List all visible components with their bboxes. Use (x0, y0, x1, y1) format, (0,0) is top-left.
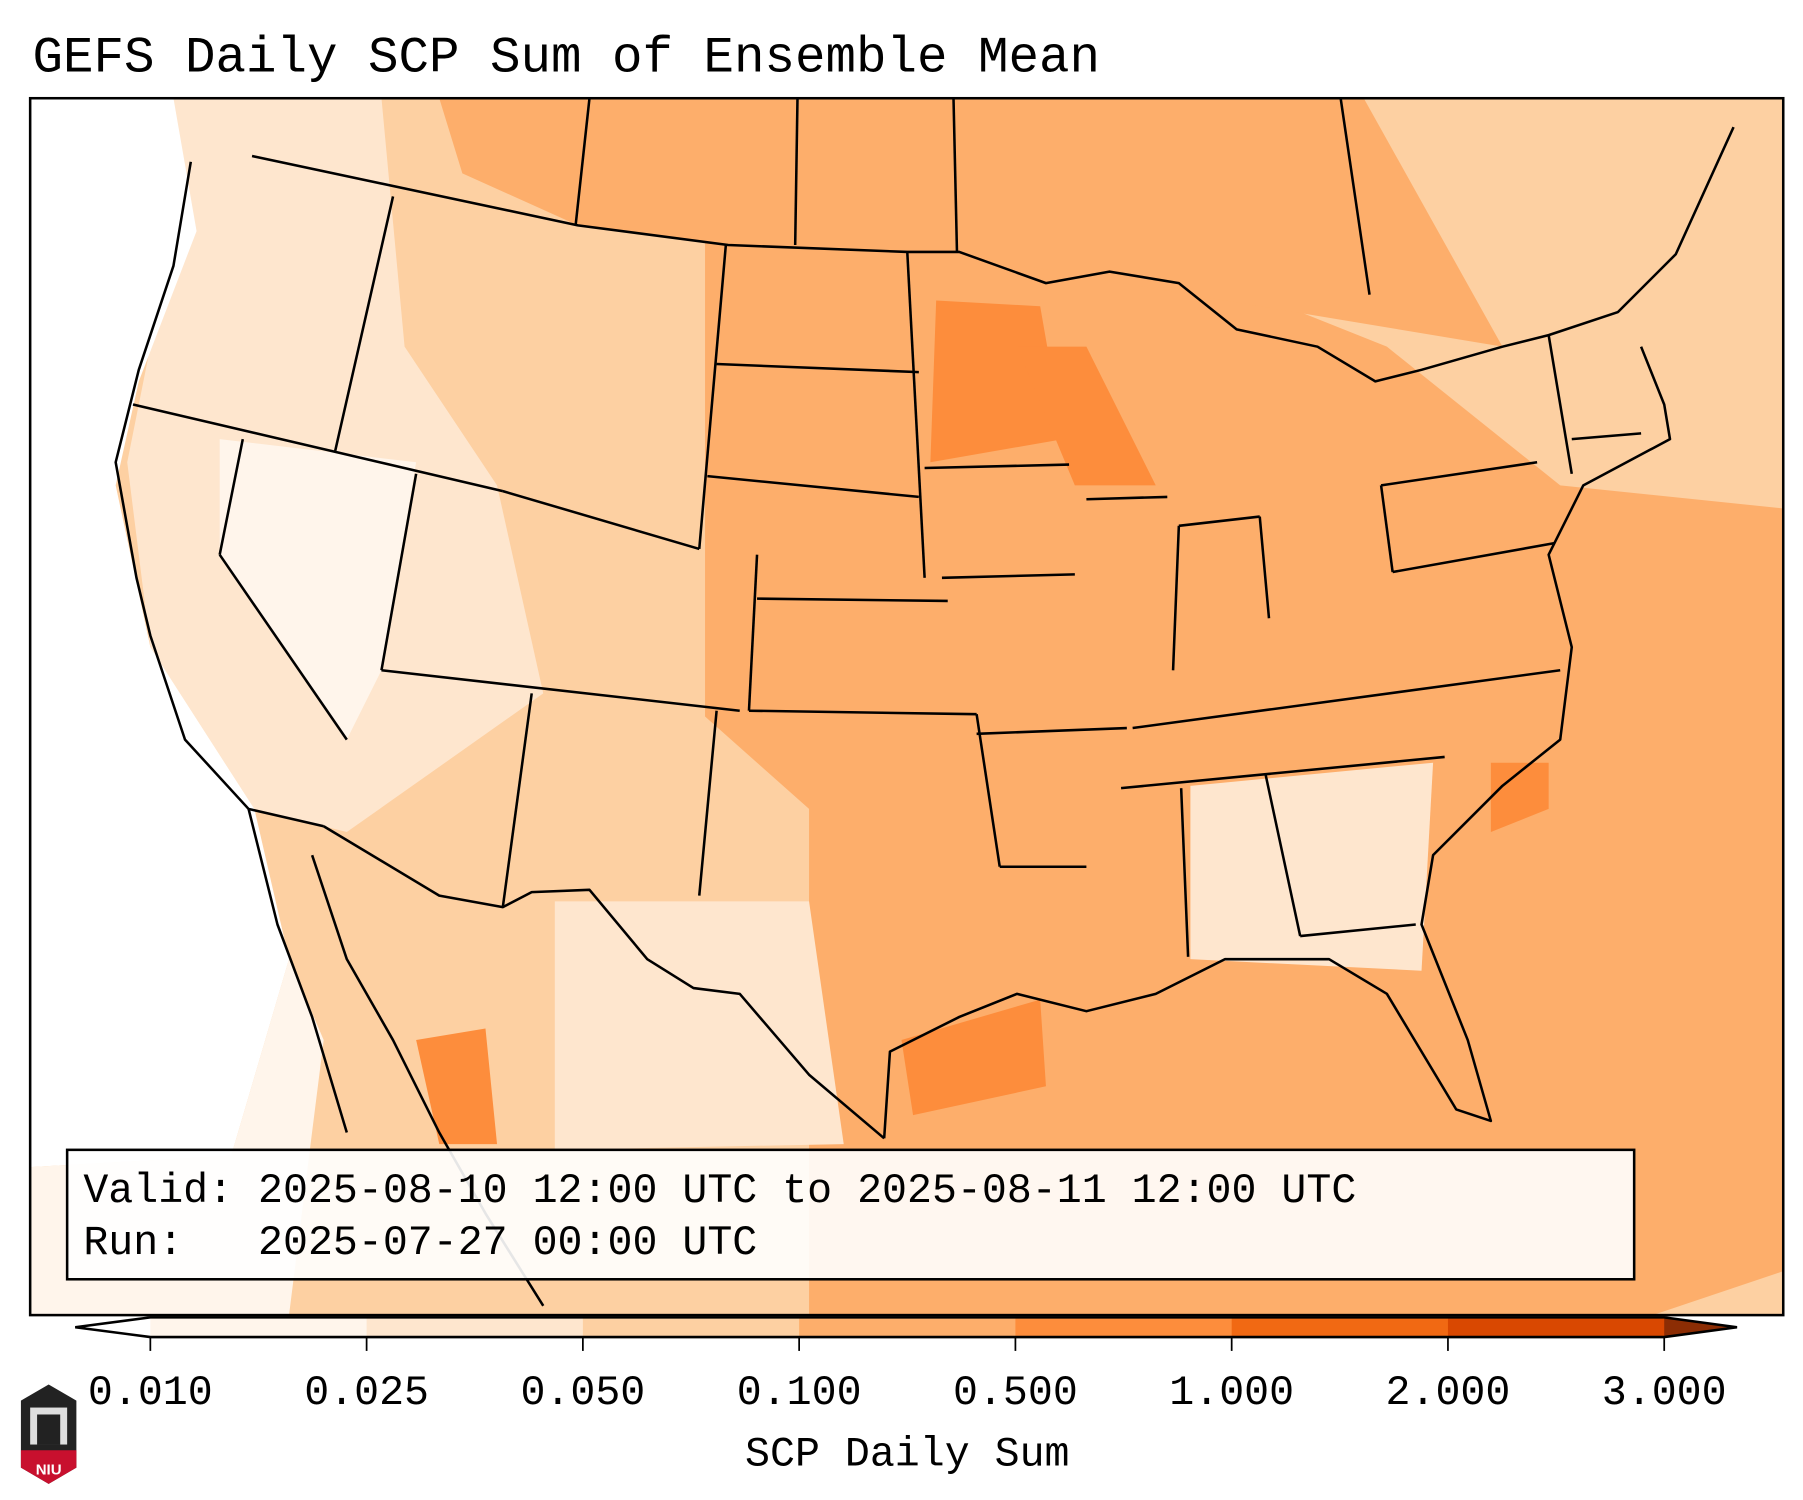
colorbar-bin-3 (799, 1317, 1016, 1338)
chart-title: GEFS Daily SCP Sum of Ensemble Mean (32, 31, 1100, 88)
colorbar-tick-label: 1.000 (1169, 1370, 1294, 1417)
field-texas-light (554, 901, 844, 1150)
colorbar-bin-0 (150, 1317, 368, 1338)
colorbar-tick-label: 0.050 (520, 1370, 645, 1417)
colorbar-tick-label: 0.010 (88, 1370, 213, 1417)
info-box: Valid: 2025-08-10 12:00 UTC to 2025-08-1… (65, 1148, 1636, 1281)
colorbar-bin-1 (366, 1317, 584, 1338)
baja-coast (247, 808, 349, 1133)
map-panel: Valid: 2025-08-10 12:00 UTC to 2025-08-1… (30, 98, 1784, 1316)
field-southeast-light (1190, 762, 1434, 971)
niu-logo: NIU (20, 1384, 77, 1484)
field-minnesota-0.5-1 (930, 300, 1064, 463)
colorbar-bin-2 (582, 1317, 800, 1338)
colorbar-tick-label: 3.000 (1602, 1370, 1727, 1417)
colorbar-extension-under (75, 1317, 151, 1338)
colorbar-tick-label: 0.100 (737, 1370, 862, 1417)
coastline-gulf-east (882, 346, 1672, 1139)
colorbar-tick-label: 0.500 (953, 1370, 1078, 1417)
field-pacific-none (30, 98, 290, 1168)
field-wisconsin-0.5-1 (1017, 346, 1156, 486)
colorbar-tick-label: 0.025 (304, 1370, 429, 1417)
run-time-text: Run: 2025-07-27 00:00 UTC (83, 1220, 757, 1267)
field-mexico-0.5-1 (416, 1028, 498, 1145)
field-carolina-0.5-1 (1490, 762, 1549, 833)
colorbar-tick-labels: 0.010 0.025 0.050 0.100 0.500 1.000 2.000 3.000 (88, 1370, 1727, 1417)
field-gulf-0.5-1 (901, 999, 1046, 1116)
field-nevada-lowest (219, 439, 417, 740)
canada-border (251, 126, 1735, 383)
boundaries (114, 98, 1735, 1307)
colorbar-bin-4 (1015, 1317, 1233, 1338)
coastline-west (114, 161, 324, 828)
mexico-border (323, 825, 885, 1140)
field-ne-light (1617, 98, 1784, 486)
colorbar-bin-6 (1447, 1317, 1665, 1338)
niu-logo-text: NIU (36, 1462, 62, 1479)
colorbar-tick-label: 2.000 (1386, 1370, 1511, 1417)
field-canada-0.1-0.5 (439, 98, 1503, 347)
colorbar-extension-over (1664, 1317, 1738, 1338)
colorbar-label: SCP Daily Sum (745, 1431, 1069, 1478)
map-frame (28, 96, 1785, 1317)
valid-time-text: Valid: 2025-08-10 12:00 UTC to 2025-08-1… (83, 1168, 1356, 1215)
colorbar (75, 1316, 1738, 1351)
colorbar-bin-5 (1231, 1317, 1449, 1338)
